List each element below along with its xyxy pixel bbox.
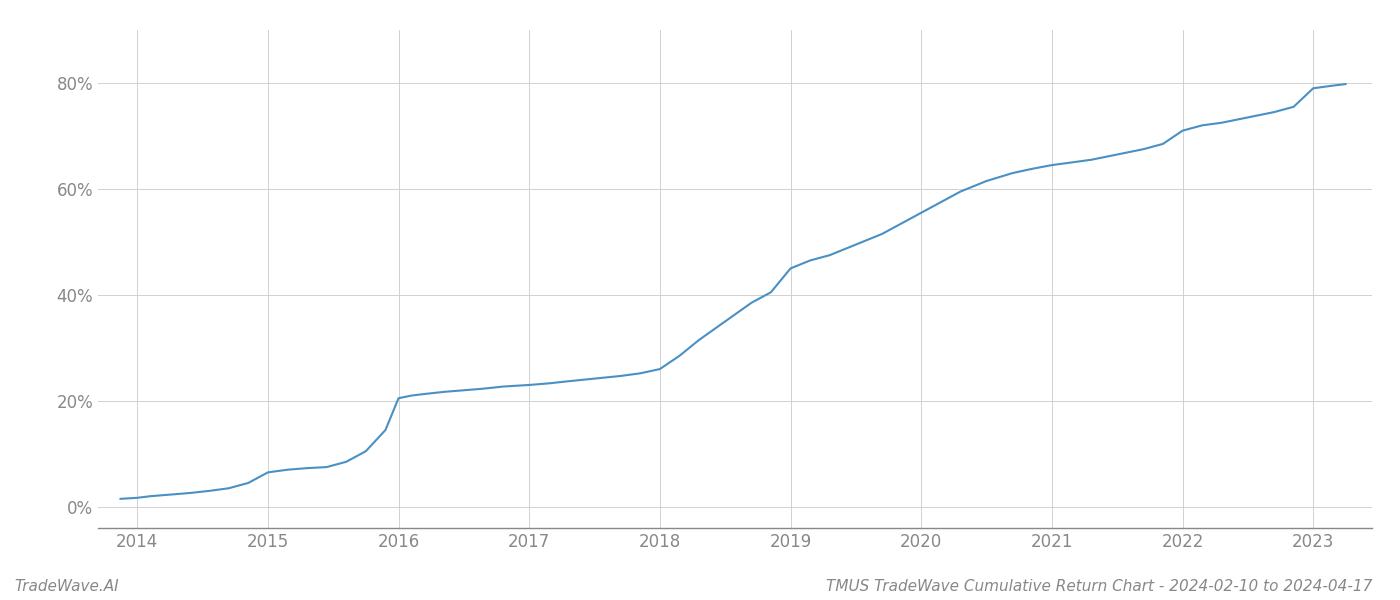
- Text: TMUS TradeWave Cumulative Return Chart - 2024-02-10 to 2024-04-17: TMUS TradeWave Cumulative Return Chart -…: [826, 579, 1372, 594]
- Text: TradeWave.AI: TradeWave.AI: [14, 579, 119, 594]
